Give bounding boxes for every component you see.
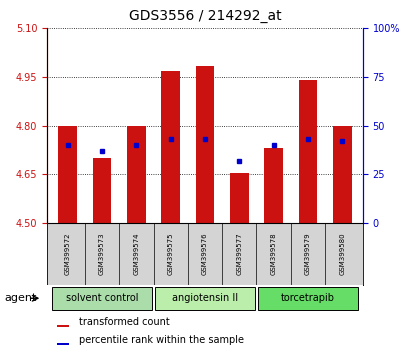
Text: percentile rank within the sample: percentile rank within the sample — [79, 335, 243, 345]
Bar — [127, 126, 146, 223]
Text: GSM399579: GSM399579 — [304, 233, 310, 275]
Text: GSM399575: GSM399575 — [167, 233, 173, 275]
Text: GSM399577: GSM399577 — [236, 233, 242, 275]
Text: torcetrapib: torcetrapib — [280, 293, 334, 303]
Bar — [263, 148, 282, 223]
FancyBboxPatch shape — [155, 287, 254, 310]
Text: agent: agent — [4, 293, 36, 303]
Text: solvent control: solvent control — [65, 293, 138, 303]
Bar — [298, 80, 317, 223]
FancyBboxPatch shape — [52, 287, 152, 310]
Text: angiotensin II: angiotensin II — [171, 293, 238, 303]
Text: GSM399574: GSM399574 — [133, 233, 139, 275]
FancyBboxPatch shape — [257, 287, 357, 310]
Bar — [57, 343, 69, 345]
Bar — [57, 325, 69, 327]
Text: GSM399578: GSM399578 — [270, 233, 276, 275]
Text: GSM399576: GSM399576 — [202, 233, 207, 275]
Bar — [195, 65, 214, 223]
Text: GDS3556 / 214292_at: GDS3556 / 214292_at — [128, 9, 281, 23]
Text: transformed count: transformed count — [79, 317, 169, 327]
Text: GSM399572: GSM399572 — [65, 233, 71, 275]
Text: GSM399580: GSM399580 — [338, 233, 344, 275]
Bar — [332, 126, 351, 223]
Bar — [229, 173, 248, 223]
Bar — [92, 158, 111, 223]
Text: GSM399573: GSM399573 — [99, 233, 105, 275]
Bar — [58, 126, 77, 223]
Bar — [161, 70, 180, 223]
